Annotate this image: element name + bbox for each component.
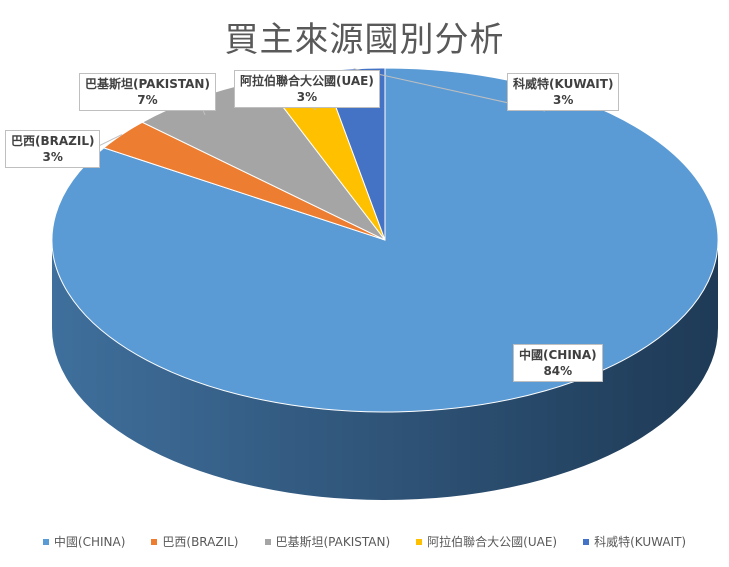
data-label-value: 3% [553, 93, 574, 107]
legend-label: 中國(CHINA) [53, 535, 126, 549]
data-label-name: 中國(CHINA) [519, 348, 597, 362]
data-label-china: 中國(CHINA) 84% [513, 344, 603, 382]
legend-item-pakistan: 巴基斯坦(PAKISTAN) [264, 533, 391, 550]
data-label-name: 科威特(KUWAIT) [513, 77, 614, 91]
legend-swatch [42, 538, 49, 545]
data-label-pakistan: 巴基斯坦(PAKISTAN) 7% [79, 73, 216, 111]
data-label-uae: 阿拉伯聯合大公國(UAE) 3% [234, 70, 380, 108]
data-label-kuwait: 科威特(KUWAIT) 3% [507, 73, 620, 111]
legend-label: 巴西(BRAZIL) [162, 535, 239, 549]
data-label-brazil: 巴西(BRAZIL) 3% [5, 130, 101, 168]
legend-swatch [264, 538, 271, 545]
legend-swatch [583, 538, 590, 545]
legend-item-kuwait: 科威特(KUWAIT) [583, 533, 686, 550]
data-label-value: 84% [543, 364, 573, 378]
pie-side-wall [52, 240, 718, 500]
chart-legend: 中國(CHINA) 巴西(BRAZIL) 巴基斯坦(PAKISTAN) 阿拉伯聯… [0, 533, 729, 550]
legend-item-uae: 阿拉伯聯合大公國(UAE) [416, 533, 557, 550]
data-label-name: 巴西(BRAZIL) [11, 134, 95, 148]
data-label-name: 巴基斯坦(PAKISTAN) [85, 77, 210, 91]
data-label-name: 阿拉伯聯合大公國(UAE) [240, 74, 374, 88]
chart-title: 買主來源國別分析 [224, 20, 505, 60]
legend-label: 阿拉伯聯合大公國(UAE) [427, 535, 558, 549]
data-label-value: 3% [296, 90, 318, 104]
data-label-value: 7% [137, 93, 158, 107]
pie-side-front [52, 240, 718, 500]
legend-item-brazil: 巴西(BRAZIL) [151, 533, 239, 550]
legend-item-china: 中國(CHINA) [42, 533, 126, 550]
pie-top-surface [51, 67, 719, 413]
legend-swatch [416, 538, 423, 545]
legend-swatch [151, 538, 158, 545]
legend-label: 巴基斯坦(PAKISTAN) [275, 535, 391, 549]
legend-label: 科威特(KUWAIT) [594, 535, 687, 549]
data-label-value: 3% [42, 150, 63, 164]
